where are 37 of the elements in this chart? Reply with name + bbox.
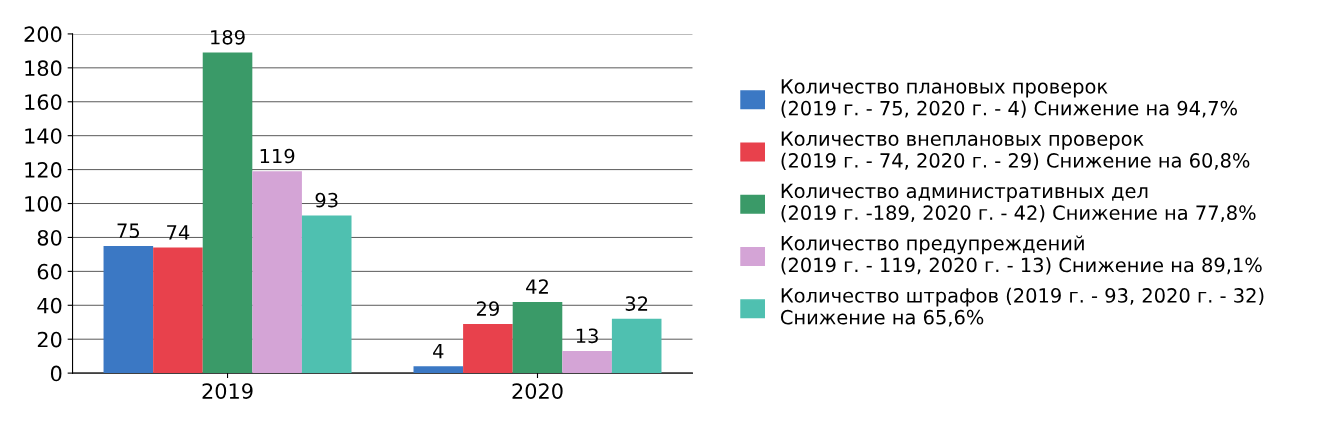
data-label: 32 [625, 296, 648, 311]
x-tick-label: 2019 [202, 383, 253, 399]
y-tick-label: 0 [50, 365, 62, 382]
legend-label: Количество административных дел (2019 г. -189, 2020 г. - 42) Снижение на 77,8% [781, 183, 1256, 223]
y-tick-label: 80 [37, 229, 62, 246]
y-tick-label: 160 [25, 94, 62, 110]
y-tick-label: 200 [24, 26, 62, 43]
data-label: 119 [260, 148, 295, 164]
legend-label: Количество внеплановых проверок (2019 г. - 74, 2020 г. - 29) Снижение на 60,8% [781, 131, 1250, 171]
x-tick-label: 2020 [512, 383, 563, 399]
bar [301, 215, 352, 374]
bar [512, 301, 563, 374]
bar [611, 318, 662, 374]
legend-label: Количество плановых проверок (2019 г. - 75, 2020 г. - 4) Снижение на 94,7% [781, 79, 1237, 118]
data-label: 4 [433, 343, 444, 359]
y-tick-label: 40 [37, 297, 62, 314]
data-label: 13 [576, 328, 598, 344]
y-tick-label: 100 [25, 195, 62, 212]
legend-label: Количество предупреждений (2019 г. - 119, 2020 г. - 13) Снижение на 89,1% [781, 235, 1262, 275]
data-label: 189 [211, 29, 245, 45]
legend-label: Количество штрафов (2019 г. - 93, 2020 г. - 32) Снижение на 65,6% [780, 287, 1264, 327]
bar [153, 247, 203, 374]
data-label: 42 [526, 279, 548, 294]
bar [252, 171, 302, 374]
y-tick-label: 140 [25, 128, 62, 144]
y-tick-label: 60 [37, 263, 62, 280]
y-tick-label: 180 [25, 60, 62, 77]
bar [562, 351, 612, 374]
y-tick-label: 20 [37, 331, 62, 348]
bar [463, 323, 513, 374]
data-label: 75 [117, 223, 140, 238]
y-tick-label: 120 [25, 162, 62, 178]
data-label: 74 [167, 225, 190, 240]
bar [202, 52, 253, 374]
bar [103, 245, 154, 374]
data-label: 29 [476, 301, 499, 316]
bar [413, 366, 464, 374]
